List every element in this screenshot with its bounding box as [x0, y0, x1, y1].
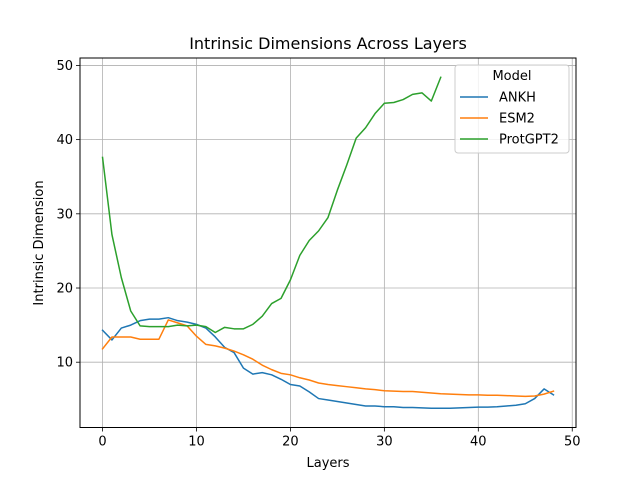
- x-tick-label: 30: [376, 435, 393, 450]
- y-tick-label: 40: [56, 133, 73, 148]
- x-tick-label: 40: [470, 435, 487, 450]
- legend-label-protgpt2: ProtGPT2: [499, 133, 559, 148]
- legend-box: [454, 64, 570, 154]
- x-tick-label: 0: [98, 435, 106, 450]
- plot-area-frame: [79, 57, 577, 428]
- series-line-ankh: [101, 316, 555, 409]
- legend-title: Model: [492, 69, 531, 84]
- legend-label-ankh: ANKH: [499, 91, 536, 106]
- y-tick-label: 10: [56, 356, 73, 371]
- y-tick-label: 20: [56, 282, 73, 297]
- legend-entries: ANKH ESM2 ProtGPT2: [460, 91, 559, 148]
- x-axis-label: Layers: [306, 456, 349, 471]
- series-line-esm2: [101, 319, 555, 398]
- x-tick-label: 20: [282, 435, 299, 450]
- chart-title: Intrinsic Dimensions Across Layers: [189, 34, 467, 53]
- series-lines: [101, 76, 555, 409]
- y-tick-label: 30: [56, 207, 73, 222]
- series-line-protgpt2: [101, 76, 442, 334]
- x-tick-label: 50: [564, 435, 581, 450]
- legend: Model ANKH ESM2 ProtGPT2: [454, 64, 570, 154]
- legend-label-esm2: ESM2: [499, 112, 535, 127]
- axis-ticks: 0 10 20 30 40 50 10 20 30 40 50: [56, 59, 580, 450]
- y-axis-label: Intrinsic Dimension: [32, 180, 47, 305]
- y-tick-label: 50: [56, 59, 73, 74]
- x-tick-label: 10: [188, 435, 205, 450]
